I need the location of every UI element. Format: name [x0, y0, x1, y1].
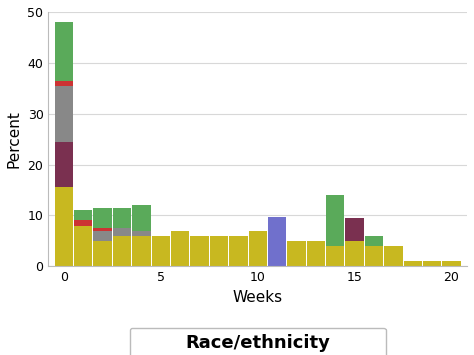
Bar	[191, 236, 209, 266]
Bar	[55, 187, 73, 266]
Bar	[346, 241, 364, 266]
Bar	[365, 236, 383, 246]
Bar	[93, 241, 112, 266]
Bar	[268, 217, 286, 266]
Bar	[171, 231, 190, 266]
Bar	[113, 208, 131, 228]
Bar	[74, 220, 92, 225]
Bar	[132, 205, 151, 231]
Bar	[93, 208, 112, 228]
Bar	[55, 86, 73, 142]
Bar	[423, 261, 441, 266]
X-axis label: Weeks: Weeks	[233, 290, 283, 305]
Bar	[326, 246, 345, 266]
Bar	[55, 81, 73, 86]
Bar	[384, 246, 402, 266]
Bar	[307, 241, 325, 266]
Bar	[113, 236, 131, 266]
Legend: W, AI/AN/H/PI, M, B, H/L, A: W, AI/AN/H/PI, M, B, H/L, A	[130, 328, 385, 355]
Bar	[248, 231, 267, 266]
Bar	[365, 246, 383, 266]
Bar	[346, 218, 364, 241]
Bar	[132, 236, 151, 266]
Bar	[55, 142, 73, 187]
Y-axis label: Percent: Percent	[7, 110, 22, 168]
Bar	[55, 22, 73, 81]
Bar	[74, 225, 92, 266]
Bar	[152, 236, 170, 266]
Bar	[74, 210, 92, 220]
Bar	[93, 228, 112, 231]
Bar	[210, 236, 228, 266]
Bar	[113, 228, 131, 236]
Bar	[132, 231, 151, 236]
Bar	[442, 261, 461, 266]
Bar	[287, 241, 306, 266]
Bar	[403, 261, 422, 266]
Bar	[326, 195, 345, 246]
Bar	[229, 236, 247, 266]
Bar	[93, 231, 112, 241]
